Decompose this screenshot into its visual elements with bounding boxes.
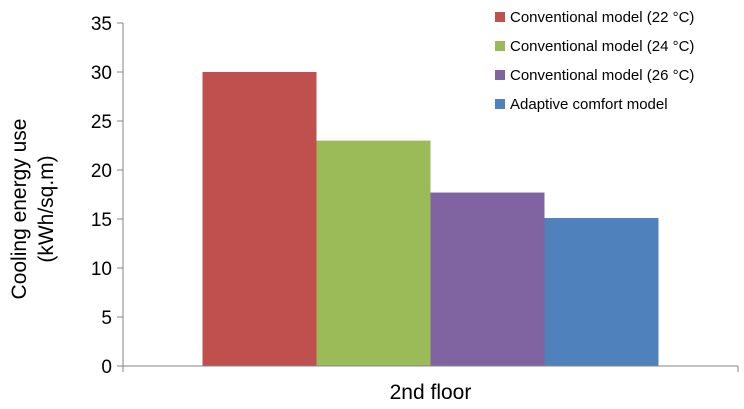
y-axis-title: Cooling energy use (kWh/sq.m) bbox=[8, 119, 58, 300]
y-tick-label: 20 bbox=[91, 161, 112, 182]
bar-2 bbox=[316, 140, 431, 366]
y-tick-label: 0 bbox=[101, 357, 112, 378]
legend-label-4: Adaptive comfort model bbox=[510, 96, 668, 113]
legend: Conventional model (22 °C) Conventional m… bbox=[495, 9, 694, 113]
legend-swatch-4 bbox=[495, 99, 505, 109]
y-axis: 0 5 10 15 20 25 30 35 bbox=[91, 14, 123, 378]
legend-label-3: Conventional model (26 °C) bbox=[510, 67, 694, 84]
legend-label-2: Conventional model (24 °C) bbox=[510, 38, 694, 55]
y-tick-label: 5 bbox=[101, 308, 112, 329]
axes bbox=[122, 23, 739, 372]
legend-swatch-1 bbox=[495, 12, 505, 22]
x-category-label: 2nd floor bbox=[390, 381, 472, 404]
y-tick-label: 15 bbox=[91, 210, 112, 231]
y-axis-title-line-2: (kWh/sq.m) bbox=[35, 155, 58, 262]
legend-swatch-2 bbox=[495, 41, 505, 51]
y-tick-label: 35 bbox=[91, 14, 112, 35]
y-tick-label: 30 bbox=[91, 63, 112, 84]
y-axis-title-line-1: Cooling energy use bbox=[8, 119, 31, 300]
y-tick-label: 10 bbox=[91, 259, 112, 280]
legend-label-1: Conventional model (22 °C) bbox=[510, 9, 694, 26]
y-tick-label: 25 bbox=[91, 112, 112, 133]
x-axis: 2nd floor bbox=[390, 381, 472, 404]
bar-4 bbox=[544, 218, 659, 366]
bar-3 bbox=[430, 192, 545, 366]
bars bbox=[202, 72, 659, 366]
legend-swatch-3 bbox=[495, 70, 505, 80]
bar-1 bbox=[202, 72, 317, 366]
